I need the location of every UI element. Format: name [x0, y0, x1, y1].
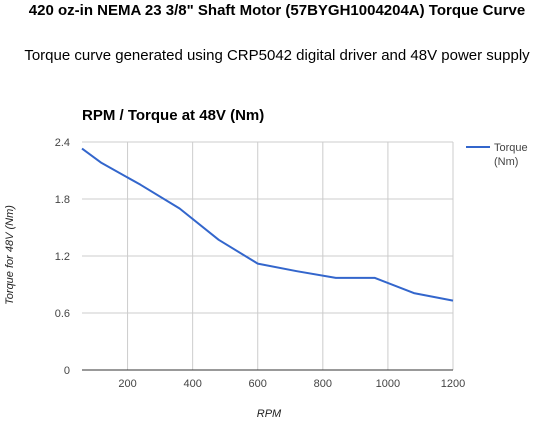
page-subtitle: Torque curve generated using CRP5042 dig…	[24, 47, 530, 64]
chart-ticks: 0 0.6 1.2 1.8 2.4 200 400 600 800 1000 1200	[55, 137, 466, 390]
x-tick-label: 400	[183, 378, 201, 390]
chart-title: RPM / Torque at 48V (Nm)	[82, 107, 264, 124]
page-title: 420 oz-in NEMA 23 3/8" Shaft Motor (57BY…	[28, 2, 526, 19]
y-tick-label: 1.8	[55, 194, 70, 206]
y-tick-label: 0.6	[55, 308, 70, 320]
chart-grid	[82, 141, 454, 370]
x-tick-label: 200	[118, 378, 136, 390]
chart-legend[interactable]: Torque (Nm)	[466, 142, 528, 168]
x-tick-label: 1000	[376, 378, 400, 390]
y-axis-title: Torque for 48V (Nm)	[4, 205, 16, 305]
chart-series	[81, 147, 454, 302]
legend-label: (Nm)	[494, 156, 518, 168]
x-tick-label: 600	[249, 378, 267, 390]
series-line-torque[interactable]	[81, 147, 454, 302]
x-tick-label: 1200	[441, 378, 465, 390]
y-tick-label: 0	[64, 365, 70, 377]
legend-label: Torque	[494, 142, 528, 154]
x-tick-label: 800	[314, 378, 332, 390]
y-tick-label: 2.4	[55, 137, 70, 149]
y-tick-label: 1.2	[55, 251, 70, 263]
x-axis-title: RPM	[257, 408, 282, 420]
